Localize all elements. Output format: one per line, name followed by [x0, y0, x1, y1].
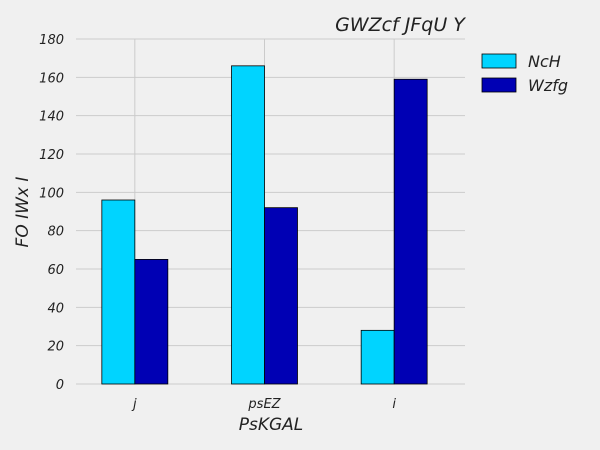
legend-label-1: Wzfg — [528, 76, 568, 95]
y-tick-labels: 0 20 40 60 80 100 120 140 160 180 — [39, 33, 64, 393]
bar-NcH-i — [360, 329, 395, 385]
y-tick-label: 60 — [47, 263, 64, 278]
bar-Wzfg-psEZ — [264, 207, 298, 385]
legend-swatch-1 — [481, 77, 517, 93]
y-tick-label: 80 — [47, 225, 64, 240]
legend-label-0: NcH — [528, 52, 561, 71]
x-axis-label: PsKGAL — [239, 415, 304, 435]
y-tick-label: 140 — [39, 110, 64, 125]
chart-title: GWZcf JFqU Y — [335, 14, 466, 36]
x-tick-label: j — [131, 397, 137, 412]
bar-NcH-j — [101, 199, 136, 385]
y-tick-label: 120 — [39, 148, 64, 163]
x-tick-labels: j psEZ i — [131, 397, 396, 412]
y-tick-label: 40 — [47, 301, 64, 316]
y-tick-label: 160 — [39, 71, 64, 86]
y-axis-label: FO IWx I — [13, 177, 33, 248]
y-tick-label: 180 — [39, 33, 64, 48]
legend-swatch-0 — [481, 53, 517, 69]
y-tick-label: 20 — [47, 340, 64, 355]
bar-Wzfg-i — [393, 78, 428, 385]
bars — [101, 65, 428, 385]
x-tick-label: psEZ — [247, 397, 281, 412]
legend: NcH Wzfg — [481, 52, 568, 95]
x-tick-label: i — [392, 397, 396, 412]
bar-Wzfg-j — [134, 259, 169, 385]
bar-NcH-psEZ — [231, 65, 265, 385]
y-tick-label: 100 — [39, 186, 64, 201]
y-tick-label: 0 — [56, 378, 64, 393]
